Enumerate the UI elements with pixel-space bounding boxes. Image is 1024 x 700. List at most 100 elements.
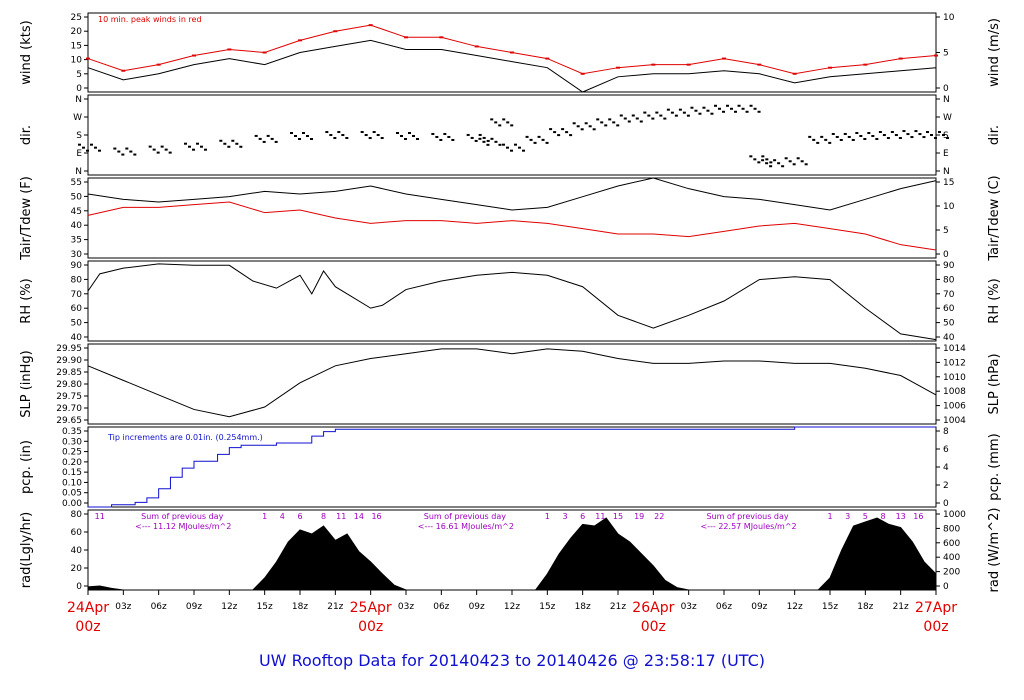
hour-tick-label: 12z <box>221 602 237 612</box>
dir-point <box>533 141 537 144</box>
day-label-date: 27Apr <box>915 600 957 616</box>
dir-point <box>651 117 655 120</box>
dir-point <box>890 131 894 134</box>
dir-point <box>506 146 509 149</box>
dir-point <box>808 135 812 138</box>
dir-point <box>831 132 835 135</box>
dir-point <box>196 142 199 145</box>
tick-label-right: 1004 <box>943 416 966 426</box>
rad-sum-value: <--- 22.57 MJoules/m^2 <box>700 522 796 531</box>
dir-point <box>412 135 415 137</box>
dir-point <box>341 134 345 137</box>
dir-point <box>117 150 121 153</box>
panel-slp: 29.65 29.70 29.75 29.80 29.85 29.90 29.95 1004 1… <box>19 343 1002 426</box>
dir-point <box>156 151 160 154</box>
dir-point <box>718 107 721 110</box>
tick-label-right: 600 <box>943 539 960 549</box>
tick-label-right: W <box>943 113 952 123</box>
panel-wind: 0 5 10 15 20 25 0 5 10 wind (kts) wind (m/s) 10 min… <box>19 12 1002 94</box>
dir-point <box>922 136 926 139</box>
dir-point <box>368 137 372 140</box>
rad-hour-mark: 16 <box>371 512 381 521</box>
dir-point <box>474 139 478 142</box>
hour-tick-label: 03z <box>115 602 131 612</box>
tick-label-right: 6 <box>943 445 949 455</box>
rad-hour-mark: 15 <box>613 512 623 521</box>
dir-point <box>86 149 89 152</box>
dir-point <box>902 130 906 133</box>
dir-point <box>588 125 592 128</box>
dir-point <box>188 145 191 148</box>
dir-point <box>90 143 93 146</box>
tick-label-right: 1000 <box>943 510 966 520</box>
tick-label-left: 45 <box>71 207 82 217</box>
dir-point <box>537 135 541 138</box>
wind-peak-mark <box>298 39 302 42</box>
y-axis-label-right: RH (%) <box>987 278 1002 323</box>
dir-point <box>757 110 761 113</box>
hour-tick-label: 06z <box>151 602 167 612</box>
tick-label-right: N <box>943 167 950 177</box>
rad-hour-mark: 11 <box>95 512 105 521</box>
rad-hour-mark: 1 <box>545 512 550 521</box>
series-line-0 <box>87 348 937 418</box>
dir-point <box>129 150 133 153</box>
y-axis-label-right: SLP (hPa) <box>987 353 1002 414</box>
dir-point <box>734 110 737 113</box>
rad-hour-mark: 5 <box>863 512 868 521</box>
dir-point <box>765 162 769 165</box>
dir-point <box>565 131 569 134</box>
wind-peak-mark <box>934 54 938 57</box>
tick-label-left: 60 <box>71 304 83 314</box>
wind-peak-mark <box>545 57 550 60</box>
dir-point <box>882 134 886 137</box>
tick-label-right: 1006 <box>943 402 966 412</box>
dir-point <box>325 131 329 134</box>
dir-point <box>647 114 651 117</box>
tick-label-left: 5 <box>76 70 82 80</box>
tick-label-right: N <box>943 95 950 105</box>
dir-point <box>408 132 411 134</box>
y-axis-label-left: RH (%) <box>19 278 34 323</box>
tick-label-left: 20 <box>71 564 83 574</box>
dir-point <box>926 131 929 134</box>
dir-point <box>125 147 129 150</box>
wind-peak-mark <box>898 57 903 60</box>
hour-tick-label: 06z <box>433 602 449 612</box>
wind-peak-mark <box>863 63 868 66</box>
tick-label-left: N <box>75 167 82 177</box>
dir-point <box>942 134 945 137</box>
dir-point <box>749 155 753 158</box>
dir-point <box>204 148 207 151</box>
dir-point <box>788 160 792 163</box>
day-label-time: 00z <box>75 619 100 635</box>
dir-point <box>360 131 364 134</box>
y-axis-label-right: wind (m/s) <box>987 18 1002 87</box>
rad-hour-mark: 16 <box>913 512 923 521</box>
dir-point <box>231 139 235 142</box>
dir-point <box>200 145 203 148</box>
rad-sum-label: Sum of previous day <box>706 512 788 521</box>
tick-label-left: 29.80 <box>56 380 82 390</box>
dir-point <box>749 104 753 107</box>
dir-point <box>855 132 859 134</box>
rad-sum-label: Sum of previous day <box>424 512 506 521</box>
dir-point <box>435 135 439 138</box>
dir-point <box>910 136 914 139</box>
panel-frame <box>87 177 937 259</box>
dir-point <box>329 134 333 137</box>
dir-point <box>416 138 419 140</box>
rad-hour-mark: 11 <box>336 512 346 521</box>
tick-label-left: 40 <box>71 333 83 343</box>
dir-point <box>686 114 690 117</box>
wind-peak-mark <box>686 63 691 66</box>
panel-rh: 40 50 60 70 80 90 40 50 60 70 80 90 RH (%) RH (%) <box>19 260 1002 343</box>
tick-label-left: 40 <box>71 546 83 556</box>
dir-point <box>576 125 580 128</box>
dir-point <box>262 140 266 143</box>
dir-point <box>934 137 937 140</box>
dir-point <box>863 138 867 140</box>
dir-point <box>486 143 490 146</box>
dir-point <box>310 138 313 140</box>
